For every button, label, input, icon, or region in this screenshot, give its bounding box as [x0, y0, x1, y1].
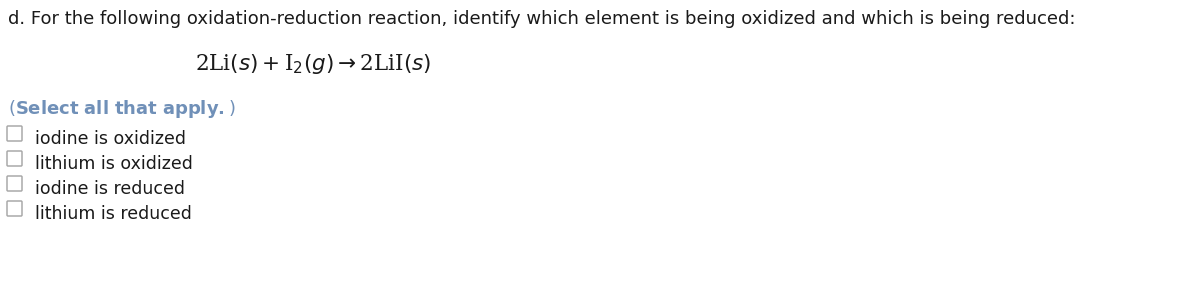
- FancyBboxPatch shape: [7, 176, 22, 191]
- Text: ($\mathit{\bf{Select\ all\ that\ apply.}}$): ($\mathit{\bf{Select\ all\ that\ apply.}…: [8, 98, 235, 120]
- Text: d. For the following oxidation-reduction reaction, identify which element is bei: d. For the following oxidation-reduction…: [8, 10, 1075, 28]
- Text: iodine is reduced: iodine is reduced: [35, 180, 185, 198]
- Text: iodine is oxidized: iodine is oxidized: [35, 130, 186, 148]
- Text: lithium is reduced: lithium is reduced: [35, 205, 192, 223]
- FancyBboxPatch shape: [7, 126, 22, 141]
- Text: lithium is oxidized: lithium is oxidized: [35, 155, 193, 173]
- FancyBboxPatch shape: [7, 201, 22, 216]
- Text: $\mathregular{2Li}(\mathit{s}) + \mathregular{I}_2(\mathit{g}) \rightarrow \math: $\mathregular{2Li}(\mathit{s}) + \mathre…: [194, 52, 431, 76]
- FancyBboxPatch shape: [7, 151, 22, 166]
